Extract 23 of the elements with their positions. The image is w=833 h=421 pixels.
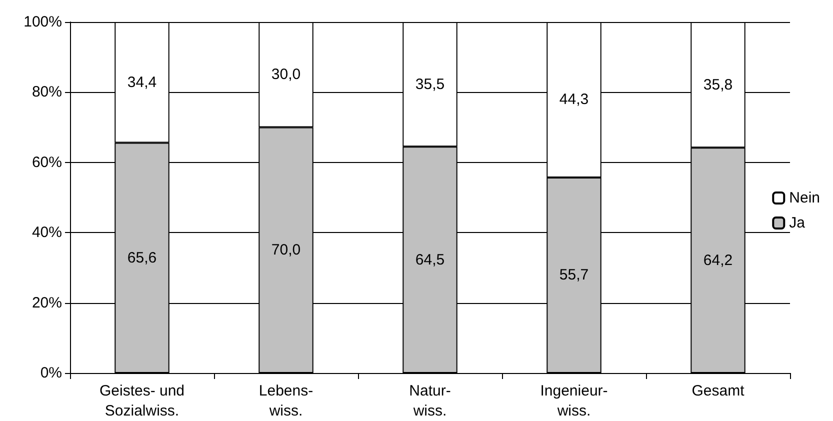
y-tick-label: 20% [32, 294, 62, 312]
y-tick-label: 80% [32, 84, 62, 101]
legend-label: Ja [789, 214, 806, 232]
legend-label: Nein [789, 190, 820, 206]
x-tick-label: Gesamt [692, 382, 746, 400]
y-tick-label: 100% [24, 14, 62, 30]
data-label: 64,5 [415, 251, 445, 268]
data-label: 55,7 [559, 266, 589, 284]
x-tick-label: Lebens- wiss. [258, 382, 314, 420]
data-label: 70,0 [271, 242, 301, 259]
data-label: 64,2 [703, 252, 733, 269]
y-tick-label: 60% [32, 154, 62, 171]
data-label: 65,6 [127, 249, 157, 266]
data-label: 35,5 [415, 76, 445, 93]
y-tick-label: 0% [40, 364, 62, 382]
data-label: 44,3 [559, 91, 589, 108]
x-tick-label: Ingenieur- wiss. [540, 382, 608, 420]
data-label: 34,4 [127, 74, 157, 91]
data-label: 35,8 [703, 76, 733, 94]
y-tick-label: 40% [32, 224, 62, 242]
x-tick-label: Geistes- und Sozialwiss. [99, 382, 185, 420]
x-tick-label: Natur- wiss. [409, 382, 451, 420]
data-label: 30,0 [271, 66, 301, 84]
